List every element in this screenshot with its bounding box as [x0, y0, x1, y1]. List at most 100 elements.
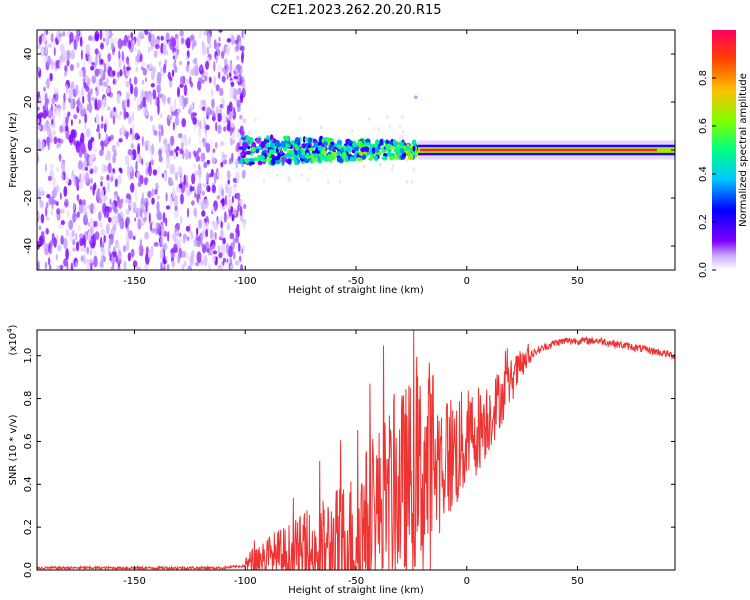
heatmap-cell: [157, 166, 161, 174]
y-tick-label: -20: [23, 190, 34, 206]
heatmap-cell: [365, 138, 371, 144]
heatmap-cell: [374, 149, 380, 153]
heatmap-cell: [234, 260, 240, 266]
heatmap-cell: [155, 38, 160, 45]
heatmap-cell: [177, 253, 181, 264]
heatmap-cell: [60, 235, 64, 245]
heatmap-cell: [59, 153, 61, 163]
heatmap-cell: [232, 177, 237, 183]
heatmap-cell: [214, 231, 217, 240]
heatmap-cell: [193, 207, 198, 217]
heatmap-cell: [211, 206, 215, 212]
heatmap-cell: [220, 243, 226, 256]
heatmap-cell: [116, 141, 120, 147]
heatmap-cell: [82, 204, 87, 215]
heatmap-cell: [80, 109, 86, 117]
heatmap-cell: [185, 252, 190, 260]
heatmap-cell: [121, 50, 124, 62]
heatmap-cell: [181, 264, 185, 270]
heatmap-cell: [86, 263, 90, 270]
heatmap-cell: [128, 205, 131, 210]
heatmap-cell: [378, 162, 381, 167]
heatmap-cell: [268, 152, 272, 158]
heatmap-cell: [226, 109, 230, 116]
heatmap-cell: [206, 221, 209, 232]
heatmap-cell: [410, 179, 414, 184]
heatmap-cell: [81, 141, 86, 154]
heatmap-cell: [78, 119, 81, 124]
heatmap-cell: [145, 143, 149, 152]
x-tick-label: 50: [571, 576, 584, 587]
heatmap-cell: [100, 175, 104, 181]
heatmap-cell: [165, 192, 168, 202]
heatmap-cell: [223, 69, 227, 76]
heatmap-cell: [38, 112, 44, 118]
heatmap-cell: [38, 225, 42, 231]
heatmap-cell: [149, 95, 153, 106]
heatmap-cell: [274, 155, 281, 161]
heatmap-cell: [236, 133, 240, 138]
heatmap-cell: [68, 219, 74, 230]
heatmap-cell: [162, 212, 166, 224]
heatmap-cell: [301, 143, 306, 149]
heatmap-cell: [236, 99, 241, 108]
heatmap-cell: [52, 129, 56, 136]
heatmap-cell: [212, 255, 216, 263]
heatmap-cell: [49, 264, 52, 270]
heatmap-cell: [62, 100, 66, 112]
heatmap-cell: [80, 172, 86, 183]
heatmap-cell: [63, 123, 66, 134]
heatmap-cell: [234, 39, 239, 45]
heatmap-cell: [40, 46, 45, 56]
heatmap-cell: [237, 156, 241, 162]
heatmap-cell: [103, 96, 107, 107]
heatmap-cell: [168, 96, 172, 107]
heatmap-cell: [283, 135, 290, 140]
heatmap-cell: [99, 30, 103, 40]
heatmap-cell: [72, 238, 76, 246]
heatmap-cell: [129, 127, 133, 135]
heatmap-cell: [171, 47, 177, 52]
heatmap-cell: [237, 229, 240, 238]
heatmap-cell: [98, 221, 103, 227]
colorbar-ticks: 0.0 0.2 0.4 0.6 0.8: [698, 70, 716, 278]
heatmap-cell: [110, 266, 114, 270]
heatmap-cell: [123, 64, 126, 76]
heatmap-cell: [371, 147, 376, 154]
heatmap-cell: [182, 104, 185, 110]
heatmap-cell: [199, 30, 202, 37]
heatmap-cell: [200, 152, 206, 162]
heatmap-cell: [399, 142, 404, 146]
heatmap-cell: [390, 153, 395, 157]
heatmap-cell: [147, 140, 151, 149]
heatmap-cell: [336, 151, 342, 156]
heatmap-cell: [144, 263, 148, 270]
heatmap-cell: [309, 166, 312, 171]
heatmap-cell: [189, 35, 195, 41]
heatmap-cell: [205, 228, 209, 238]
heatmap-cell: [353, 146, 360, 151]
heatmap-cell: [116, 242, 120, 251]
heatmap-cell: [53, 46, 56, 57]
heatmap-cell: [99, 236, 103, 248]
heatmap-cell: [95, 128, 100, 132]
heatmap-cell: [175, 38, 180, 50]
heatmap-cell: [50, 195, 55, 205]
heatmap-cell: [294, 159, 298, 166]
heatmap-cell: [100, 42, 104, 50]
heatmap-cell: [198, 177, 201, 187]
heatmap-cell: [227, 179, 230, 185]
heatmap-cell: [65, 84, 69, 94]
heatmap-cell: [138, 31, 144, 38]
heatmap-cell: [51, 97, 56, 105]
heatmap-cell: [157, 195, 160, 200]
y-tick-label: 0.4: [23, 476, 34, 492]
heatmap-cell: [137, 143, 141, 155]
heatmap-cell: [337, 136, 341, 141]
heatmap-cell: [198, 198, 201, 207]
heatmap-cell: [97, 221, 100, 227]
heatmap-cell: [45, 228, 49, 235]
heatmap-cell: [387, 151, 391, 155]
heatmap-cell: [116, 71, 120, 78]
heatmap-cell: [117, 213, 121, 220]
